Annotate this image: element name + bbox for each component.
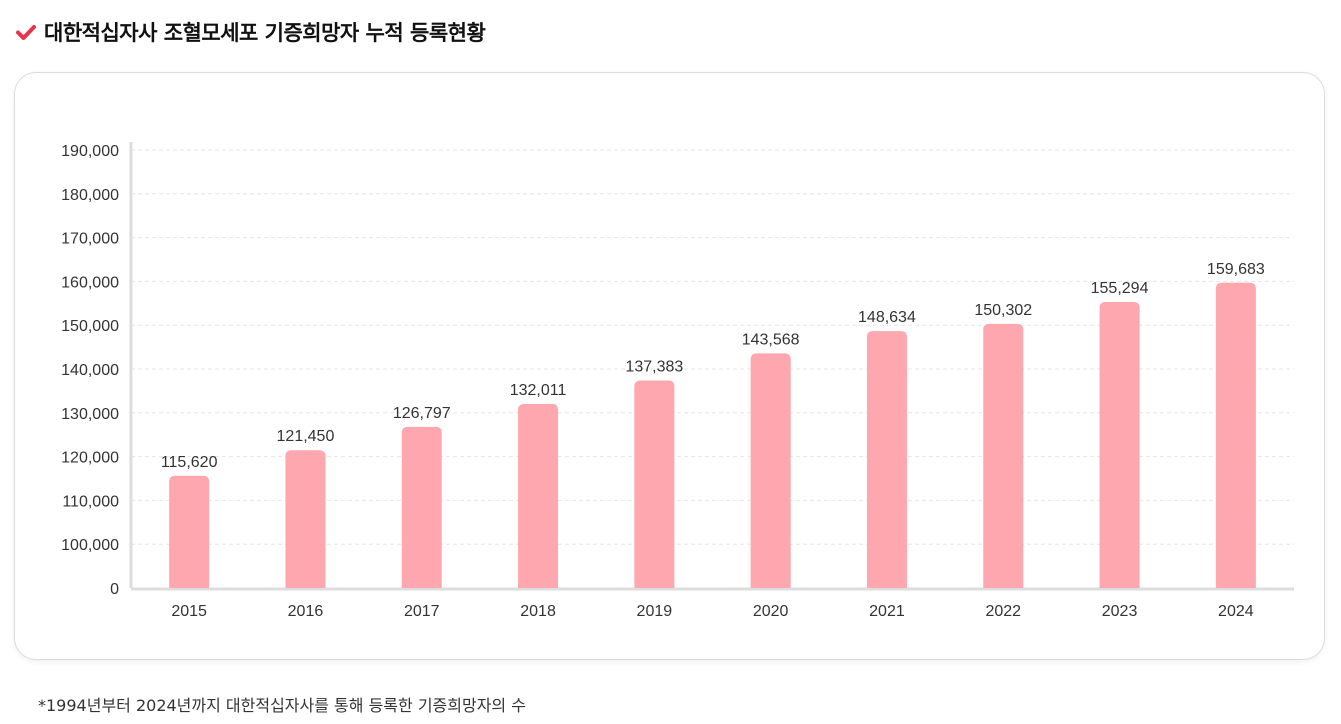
bar-chart: 0 100,000 110,000 120,000 130,000 140,000 150,…	[61, 142, 1294, 620]
x-tick-label-2023: 2023	[1102, 603, 1138, 620]
x-tick-label-2024: 2024	[1218, 603, 1254, 620]
y-tick-label: 0	[110, 581, 119, 598]
x-tick-label-2017: 2017	[404, 603, 440, 620]
data-label-2022: 150,302	[974, 302, 1032, 319]
bar-2015	[169, 475, 210, 588]
x-tick-label-2022: 2022	[985, 603, 1021, 620]
y-tick-label: 190,000	[61, 143, 119, 160]
bar-2023	[1099, 302, 1140, 588]
x-tick-label-2018: 2018	[520, 603, 556, 620]
data-label-2024: 159,683	[1207, 261, 1265, 278]
chart-title: 대한적십자사 조혈모세포 기증희망자 누적 등록현황	[44, 21, 486, 45]
y-tick-label: 150,000	[61, 318, 119, 335]
x-tick-label-2021: 2021	[869, 603, 905, 620]
bar-2021	[866, 331, 907, 588]
bar-2020	[750, 353, 791, 588]
y-tick-label: 180,000	[61, 187, 119, 204]
bar-2022	[983, 323, 1024, 588]
x-tick-label-2020: 2020	[753, 603, 789, 620]
data-label-2017: 126,797	[393, 405, 451, 422]
x-tick-label-2019: 2019	[637, 603, 673, 620]
chart-card: 0 100,000 110,000 120,000 130,000 140,000 150,…	[14, 72, 1325, 660]
bar-2016	[285, 450, 326, 588]
data-label-2020: 143,568	[742, 331, 800, 348]
y-tick-label: 170,000	[61, 231, 119, 248]
y-tick-label: 120,000	[61, 450, 119, 467]
y-tick-label: 130,000	[61, 406, 119, 423]
data-label-2015: 115,620	[161, 454, 218, 471]
y-tick-label: 140,000	[61, 362, 119, 379]
y-tick-label: 100,000	[61, 537, 119, 554]
data-label-2019: 137,383	[625, 358, 683, 375]
footnote: *1994년부터 2024년까지 대한적십자사를 통해 등록한 기증희망자의 수	[38, 696, 526, 715]
y-tick-label: 110,000	[62, 493, 119, 510]
check-icon	[16, 25, 36, 40]
data-label-2023: 155,294	[1091, 280, 1149, 297]
y-tick-label: 160,000	[61, 274, 119, 291]
bar-2024	[1215, 282, 1256, 588]
chart-heading: 대한적십자사 조혈모세포 기증희망자 누적 등록현황	[14, 16, 486, 48]
bar-2019	[634, 380, 675, 588]
x-tick-label-2016: 2016	[288, 603, 324, 620]
data-label-2021: 148,634	[858, 309, 916, 326]
bar-2017	[401, 426, 442, 588]
bar-2018	[518, 403, 559, 588]
x-tick-label-2015: 2015	[171, 603, 207, 620]
data-label-2016: 121,450	[277, 428, 335, 445]
data-label-2018: 132,011	[510, 382, 567, 399]
